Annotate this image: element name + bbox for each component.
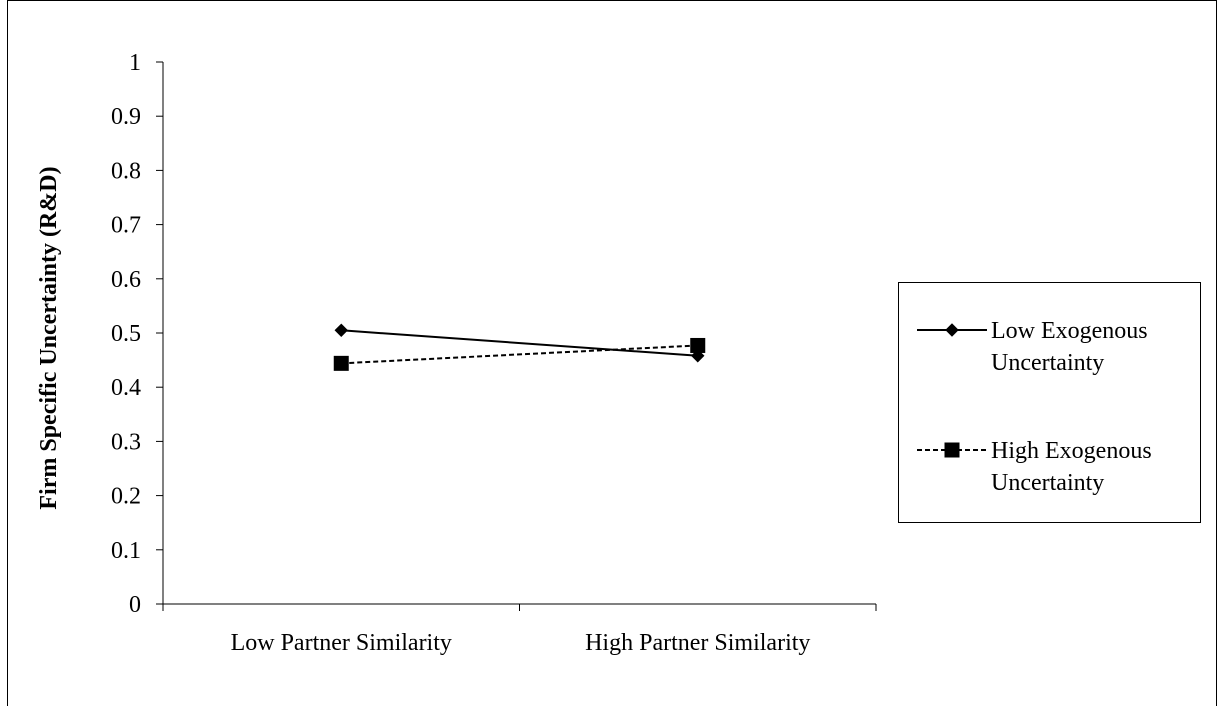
legend-swatch-marker [944, 442, 960, 458]
x-tick-label: Low Partner Similarity [231, 630, 452, 656]
data-point-marker [334, 323, 348, 337]
legend-box [898, 282, 1201, 523]
legend-swatch-marker [945, 323, 959, 337]
y-ticks: 0 0.1 0.2 0.3 0.4 0.5 0.6 0.7 0.8 0.9 1 [111, 50, 163, 618]
legend: Low Exogenous Uncertainty High Exogenous Un… [898, 282, 1201, 523]
y-tick-label: 0.4 [111, 375, 141, 401]
data-point-marker [690, 337, 706, 353]
y-tick-label: 1 [129, 50, 141, 76]
y-tick-label: 0.5 [111, 321, 141, 347]
y-tick-label: 0.8 [111, 158, 141, 184]
legend-items: Low Exogenous Uncertainty High Exogenous Un… [917, 318, 1152, 496]
y-axis: 0 0.1 0.2 0.3 0.4 0.5 0.6 0.7 0.8 0.9 1 [111, 50, 164, 618]
x-axis: Low Partner Similarity High Partner Simil… [162, 603, 877, 656]
series-line [341, 344, 698, 365]
x-tick-label: High Partner Similarity [585, 630, 810, 656]
y-tick-label: 0.2 [111, 484, 141, 510]
series-line [341, 329, 698, 357]
y-tick-label: 0.6 [111, 267, 141, 293]
y-tick-label: 0.1 [111, 538, 141, 564]
y-tick-label: 0 [129, 592, 141, 618]
legend-label: Low Exogenous [991, 318, 1148, 344]
y-tick-label: 0.3 [111, 429, 141, 455]
legend-label: Uncertainty [991, 470, 1104, 496]
series-2 [333, 337, 706, 371]
y-tick-label: 0.9 [111, 104, 141, 130]
legend-label: Uncertainty [991, 350, 1104, 376]
data-point-marker [333, 355, 349, 371]
plot-series [333, 323, 706, 371]
x-ticks: Low Partner Similarity High Partner Simil… [162, 604, 877, 656]
legend-item-1: Low Exogenous Uncertainty [917, 318, 1148, 376]
legend-label: High Exogenous [991, 438, 1152, 464]
legend-item-2: High Exogenous Uncertainty [917, 438, 1152, 496]
y-tick-label: 0.7 [111, 213, 141, 239]
y-axis-title: Firm Specific Uncertainty (R&D) [36, 166, 62, 509]
